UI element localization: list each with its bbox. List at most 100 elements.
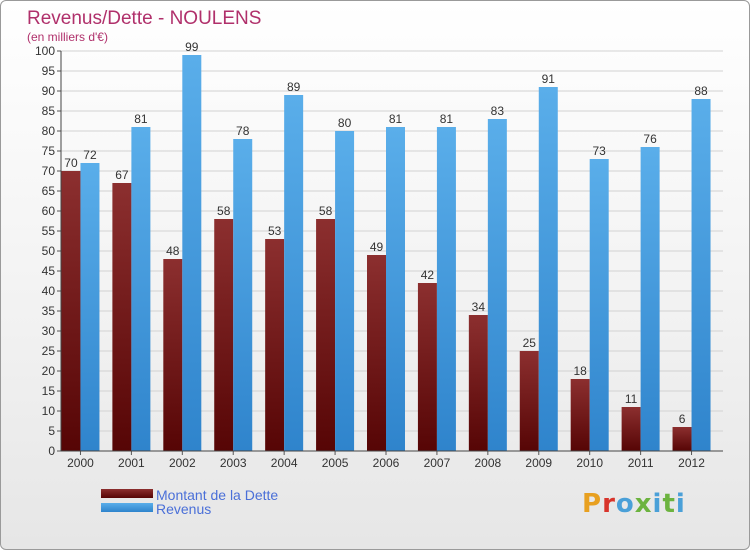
value-label: 72 — [83, 148, 97, 162]
x-tick-label: 2002 — [169, 456, 196, 470]
x-axis-ticks: 2000 2001 2002 2003 2004 2005 2006 2007 2008 2009… — [67, 451, 705, 470]
logo-letter: i — [675, 489, 686, 519]
value-label: 81 — [440, 112, 454, 126]
bar-debt-2003 — [214, 219, 234, 451]
logo-letter: t — [662, 489, 676, 519]
y-tick-label: 75 — [42, 144, 56, 158]
bar-debt-2007 — [417, 283, 437, 451]
bar-debt-2012 — [672, 427, 692, 451]
bar-revenus-2005 — [335, 131, 355, 451]
y-tick-label: 85 — [42, 104, 56, 118]
bar-revenus-2000 — [80, 163, 100, 451]
legend: Montant de la Dette Revenus — [101, 487, 278, 517]
bar-revenus-2009 — [538, 87, 558, 451]
value-label: 49 — [370, 240, 384, 254]
y-tick-label: 45 — [42, 264, 56, 278]
y-tick-label: 15 — [42, 384, 56, 398]
x-tick-label: 2001 — [118, 456, 145, 470]
proxiti-logo: Proxiti — [582, 489, 686, 519]
y-tick-label: 0 — [48, 444, 55, 458]
x-tick-label: 2007 — [424, 456, 451, 470]
value-label: 58 — [319, 204, 333, 218]
chart-subtitle: (en milliers d'€) — [27, 30, 108, 44]
y-tick-label: 40 — [42, 284, 56, 298]
bar-revenus-2002 — [182, 55, 202, 451]
value-label: 73 — [593, 144, 607, 158]
value-label: 25 — [523, 336, 537, 350]
bar-debt-2009 — [519, 351, 539, 451]
bar-debt-2006 — [367, 255, 386, 451]
bar-debt-2011 — [621, 407, 641, 451]
value-label: 34 — [472, 300, 486, 314]
x-tick-label: 2003 — [220, 456, 247, 470]
bar-revenus-2011 — [640, 147, 660, 451]
x-tick-label: 2004 — [271, 456, 298, 470]
x-tick-label: 2000 — [67, 456, 94, 470]
x-tick-label: 2009 — [525, 456, 552, 470]
x-tick-label: 2008 — [474, 456, 501, 470]
y-tick-label: 90 — [42, 84, 56, 98]
y-tick-label: 25 — [42, 344, 56, 358]
value-labels: 70 72 67 81 48 99 58 78 53 89 58 80 49 81 42 81 34 83 25 91… — [64, 40, 708, 426]
y-tick-label: 10 — [42, 404, 56, 418]
bar-revenus-2001 — [131, 127, 151, 451]
value-label: 53 — [268, 224, 282, 238]
x-tick-label: 2006 — [373, 456, 400, 470]
value-label: 42 — [421, 268, 435, 282]
value-label: 83 — [491, 104, 505, 118]
bar-debt-2008 — [468, 315, 488, 451]
value-label: 81 — [389, 112, 403, 126]
logo-letter: x — [634, 489, 653, 519]
bar-revenus-2003 — [233, 139, 253, 451]
legend-label-debt: Montant de la Dette — [156, 487, 278, 503]
y-tick-label: 55 — [42, 224, 56, 238]
bar-revenus-2004 — [284, 95, 304, 451]
y-tick-label: 50 — [42, 244, 56, 258]
value-label: 18 — [574, 364, 588, 378]
y-tick-label: 5 — [48, 424, 55, 438]
logo-letter: P — [582, 489, 603, 519]
value-label: 89 — [287, 80, 301, 94]
value-label: 67 — [115, 168, 129, 182]
bar-debt-2005 — [316, 219, 336, 451]
bar-revenus-2008 — [487, 119, 507, 451]
bar-debt-2002 — [163, 259, 183, 451]
value-label: 88 — [694, 84, 708, 98]
y-tick-label: 60 — [42, 204, 56, 218]
bar-debt-2010 — [570, 379, 590, 451]
legend-swatch-revenus — [101, 503, 153, 512]
value-label: 78 — [236, 124, 250, 138]
y-tick-label: 35 — [42, 304, 56, 318]
value-label: 70 — [64, 156, 78, 170]
legend-label-revenus: Revenus — [156, 501, 211, 517]
value-label: 48 — [166, 244, 180, 258]
y-tick-label: 30 — [42, 324, 56, 338]
value-label: 58 — [217, 204, 231, 218]
y-tick-label: 80 — [42, 124, 56, 138]
x-tick-label: 2005 — [322, 456, 349, 470]
y-tick-label: 100 — [35, 44, 55, 58]
bar-debt-2004 — [265, 239, 285, 451]
value-label: 99 — [185, 40, 199, 54]
x-tick-label: 2012 — [678, 456, 705, 470]
value-label: 6 — [679, 412, 686, 426]
chart-title: Revenus/Dette - NOULENS — [27, 8, 261, 29]
value-label: 80 — [338, 116, 352, 130]
bar-debt-2001 — [112, 183, 132, 451]
y-axis-ticks: 0 5 10 15 20 25 30 35 40 45 50 55 60 65 70 75 80 85 90 95 10… — [35, 44, 61, 458]
bars-group — [61, 55, 711, 451]
axes — [60, 51, 723, 452]
y-tick-label: 95 — [42, 64, 56, 78]
logo-letter: r — [602, 489, 616, 519]
x-tick-label: 2011 — [628, 456, 654, 470]
y-tick-label: 65 — [42, 184, 56, 198]
value-label: 91 — [542, 72, 556, 86]
value-label: 81 — [134, 112, 148, 126]
bar-debt-2000 — [61, 171, 81, 451]
x-tick-label: 2010 — [576, 456, 603, 470]
logo-letter: i — [652, 489, 663, 519]
value-label: 76 — [643, 132, 657, 146]
y-tick-label: 70 — [42, 164, 56, 178]
bar-revenus-2010 — [589, 159, 609, 451]
